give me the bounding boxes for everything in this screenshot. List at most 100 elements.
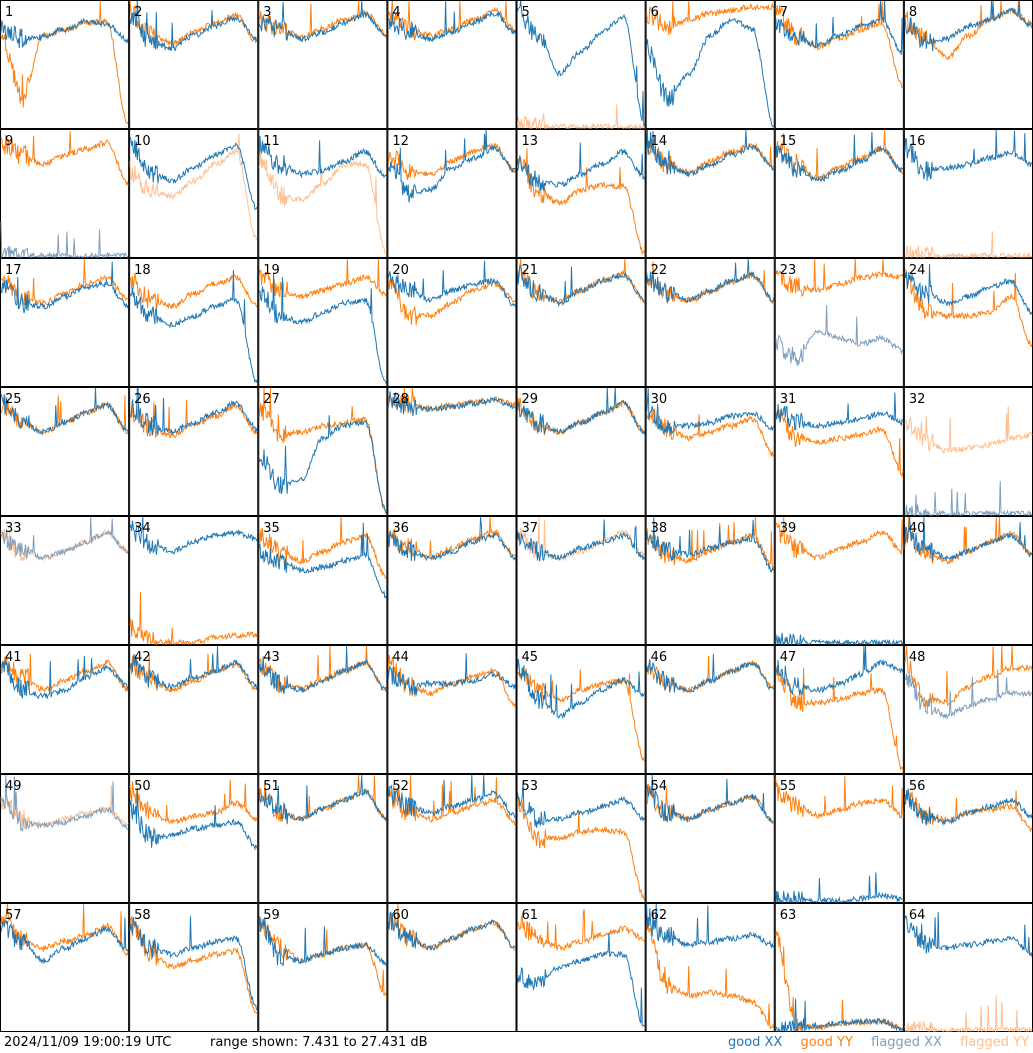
panel-label: 5	[522, 5, 530, 20]
panel-frame	[774, 516, 904, 645]
legend-good-xx: good XX	[727, 1035, 783, 1050]
panel-frame	[387, 387, 517, 516]
panel-13: 13	[516, 129, 646, 258]
panel-23: 23	[774, 258, 904, 387]
panel-frame	[129, 387, 259, 516]
panel-frame	[0, 516, 130, 645]
panel-frame	[516, 645, 646, 774]
panel-9: 9	[0, 129, 130, 259]
legend-good-yy: good YY	[800, 1035, 853, 1050]
panel-frame	[645, 0, 775, 129]
panel-50: 50	[129, 774, 259, 903]
series-xx-panel-23	[775, 305, 904, 367]
panel-frame	[645, 387, 775, 516]
panel-frame	[645, 645, 775, 774]
panel-label: 25	[5, 392, 22, 407]
panel-label: 20	[392, 263, 409, 278]
series-xx-panel-40	[904, 516, 1033, 562]
series-yy-panel-53	[517, 794, 645, 900]
series-xx-panel-50	[129, 789, 258, 851]
series-xx-panel-47	[775, 645, 904, 696]
panel-frame	[258, 516, 388, 645]
series-xx-panel-10	[129, 136, 258, 210]
panel-frame	[516, 258, 646, 387]
panel-46: 46	[645, 645, 775, 774]
series-xx-panel-8	[904, 0, 1033, 52]
series-xx-panel-48	[904, 669, 1033, 720]
series-yy-panel-48	[904, 645, 1033, 708]
panel-label: 59	[263, 908, 280, 923]
panel-label: 2	[134, 5, 142, 20]
series-xx-panel-2	[129, 0, 258, 52]
panel-label: 19	[263, 263, 280, 278]
panel-16: 16	[903, 129, 1033, 259]
panel-label: 61	[522, 908, 539, 923]
panel-10: 10	[129, 129, 259, 258]
panel-label: 40	[909, 521, 926, 536]
panel-label: 43	[263, 650, 280, 665]
panel-label: 48	[909, 650, 926, 665]
panel-label: 52	[392, 779, 409, 794]
panel-label: 35	[263, 521, 280, 536]
panel-frame	[258, 0, 388, 129]
panel-label: 6	[651, 5, 659, 20]
panel-frame	[387, 258, 517, 387]
panel-frame	[645, 516, 775, 645]
panel-frame	[774, 645, 904, 774]
series-xx-panel-56	[904, 788, 1033, 827]
series-xx-panel-57	[0, 917, 129, 965]
series-xx-panel-21	[517, 264, 645, 308]
panel-frame	[387, 903, 517, 1032]
panel-frame	[258, 645, 388, 774]
panel-48: 48	[903, 645, 1033, 774]
panel-frame	[0, 129, 130, 258]
series-xx-panel-20	[387, 260, 516, 308]
series-xx-panel-63	[775, 998, 904, 1033]
series-xx-panel-53	[517, 780, 646, 828]
series-yy-panel-11	[258, 150, 387, 254]
panel-label: 22	[651, 263, 668, 278]
panel-26: 26	[129, 387, 259, 516]
panel-32: 32	[903, 387, 1033, 517]
panel-label: 28	[392, 392, 409, 407]
series-xx-panel-7	[775, 0, 904, 56]
panel-49: 49	[0, 774, 130, 903]
panel-45: 45	[516, 645, 646, 774]
series-xx-panel-33	[0, 516, 129, 561]
panel-frame	[516, 774, 646, 903]
series-yy-panel-10	[129, 133, 258, 241]
series-xx-panel-62	[646, 903, 775, 950]
panel-58: 58	[129, 903, 259, 1032]
panel-frame	[129, 129, 259, 258]
panel-55: 55	[774, 774, 904, 904]
panel-label: 57	[5, 908, 22, 923]
panel-label: 24	[909, 263, 926, 278]
panel-1: 1	[0, 0, 130, 129]
panel-11: 11	[258, 129, 388, 258]
panel-label: 41	[5, 650, 22, 665]
panel-34: 34	[129, 516, 259, 646]
series-xx-panel-28	[387, 391, 516, 416]
series-xx-panel-59	[258, 916, 387, 967]
series-yy-panel-23	[775, 258, 904, 297]
series-yy-panel-9	[0, 130, 129, 186]
series-xx-panel-37	[517, 519, 646, 562]
series-xx-panel-41	[0, 656, 129, 700]
series-xx-panel-46	[646, 653, 775, 694]
panel-18: 18	[129, 258, 259, 387]
panel-56: 56	[903, 774, 1033, 903]
series-yy-panel-32	[904, 406, 1033, 454]
series-yy-panel-35	[258, 516, 387, 580]
panel-19: 19	[258, 258, 388, 387]
panel-label: 47	[780, 650, 797, 665]
series-yy-panel-39	[775, 517, 904, 561]
panel-44: 44	[387, 645, 517, 774]
series-yy-panel-27	[258, 387, 387, 513]
series-xx-panel-29	[517, 387, 646, 435]
series-xx-panel-5	[517, 0, 646, 127]
series-xx-panel-15	[775, 131, 903, 183]
panel-25: 25	[0, 387, 130, 516]
panel-5: 5	[516, 0, 646, 130]
